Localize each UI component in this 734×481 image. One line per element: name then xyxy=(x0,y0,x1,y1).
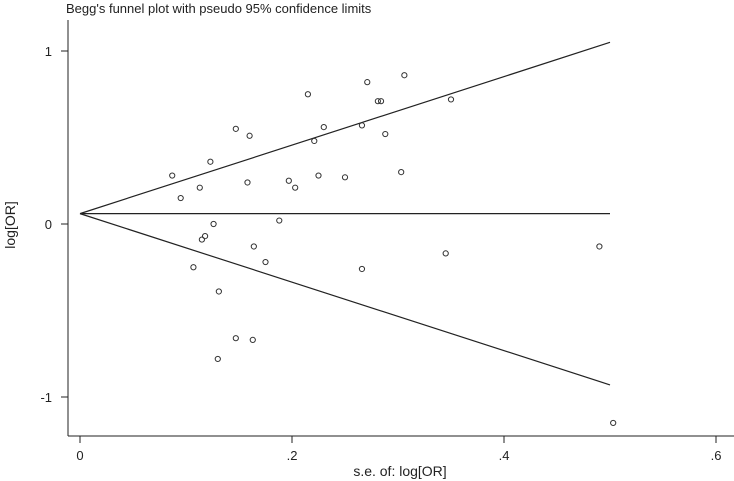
study-point xyxy=(304,91,311,98)
chart-title: Begg's funnel plot with pseudo 95% confi… xyxy=(66,1,372,16)
study-point xyxy=(610,419,617,427)
y-tick-label: -1 xyxy=(40,390,52,405)
study-point xyxy=(215,288,222,295)
study-point xyxy=(442,250,449,257)
x-tick-label: .4 xyxy=(499,448,510,463)
study-point xyxy=(214,355,221,363)
study-point xyxy=(382,130,389,138)
x-ticks: 0 .2 .4 .6 xyxy=(76,436,721,463)
study-point xyxy=(210,220,217,228)
study-point xyxy=(358,265,366,273)
study-point xyxy=(292,184,299,191)
study-point xyxy=(232,335,239,342)
study-point xyxy=(207,158,214,165)
study-point xyxy=(311,137,318,145)
study-point xyxy=(401,72,408,79)
study-point xyxy=(246,132,253,139)
study-point xyxy=(201,233,209,240)
study-point xyxy=(262,258,269,266)
study-point xyxy=(364,79,371,86)
study-point xyxy=(190,264,197,271)
upper-confidence-limit xyxy=(79,41,611,215)
study-point xyxy=(377,98,385,105)
y-ticks: -1 0 1 xyxy=(40,44,68,405)
study-point xyxy=(177,194,184,202)
y-tick-label: 0 xyxy=(45,217,52,232)
study-point xyxy=(198,236,205,243)
x-tick-label: .2 xyxy=(287,448,298,463)
study-point xyxy=(250,243,257,250)
study-point xyxy=(249,336,256,344)
study-point xyxy=(315,172,322,179)
study-point xyxy=(374,98,381,105)
study-points xyxy=(169,72,617,427)
study-point xyxy=(276,217,283,224)
lower-confidence-limit xyxy=(79,213,611,386)
study-point xyxy=(285,177,292,184)
study-point xyxy=(447,96,455,103)
y-axis-title: log[OR] xyxy=(2,201,18,248)
x-axis-title: s.e. of: log[OR] xyxy=(353,463,446,479)
y-tick-label: 1 xyxy=(45,44,52,59)
study-point xyxy=(358,122,366,129)
funnel-lines xyxy=(79,41,611,386)
study-point xyxy=(320,124,327,131)
study-point xyxy=(341,174,349,181)
study-point xyxy=(169,172,176,179)
study-point xyxy=(596,243,603,250)
study-point xyxy=(196,184,203,191)
study-point xyxy=(398,169,405,176)
study-point xyxy=(244,179,251,186)
x-tick-label: 0 xyxy=(76,448,83,463)
study-point xyxy=(232,125,239,132)
x-tick-label: .6 xyxy=(711,448,722,463)
